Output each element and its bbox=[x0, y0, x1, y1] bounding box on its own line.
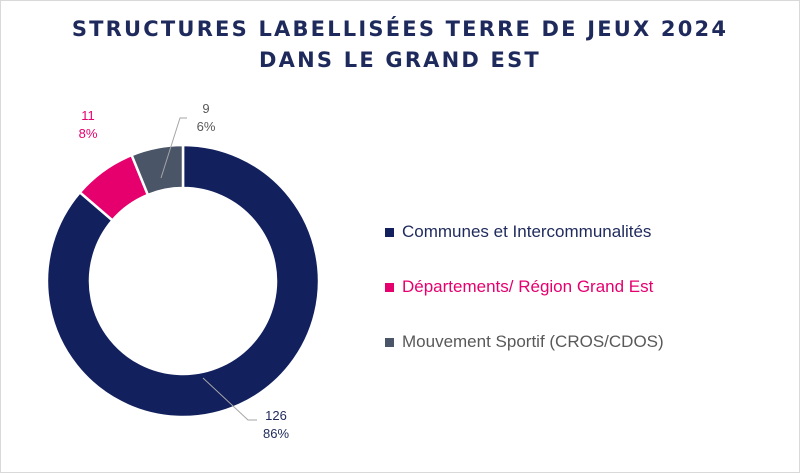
leader-line-mouvement-sportif-cros-cdos bbox=[160, 117, 187, 179]
data-label-percent-departements-region-grand-est: 8% bbox=[79, 126, 98, 141]
chart-subtitle: DANS LE GRAND EST bbox=[259, 48, 541, 72]
chart-title-block: STRUCTURES LABELLISÉES TERRE DE JEUX 202… bbox=[0, 14, 800, 76]
data-label-count-departements-region-grand-est: 11 bbox=[81, 108, 95, 123]
chart-legend: Communes et Intercommunalités Département… bbox=[385, 218, 664, 383]
donut-slice-mouvement-sportif-cros-cdos bbox=[130, 143, 185, 197]
data-label-percent-communes-et-intercommunalites: 86% bbox=[263, 426, 289, 441]
legend-label: Communes et Intercommunalités bbox=[402, 222, 652, 241]
data-label-percent-mouvement-sportif-cros-cdos: 6% bbox=[197, 119, 216, 134]
chart-title: STRUCTURES LABELLISÉES TERRE DE JEUX 202… bbox=[71, 17, 729, 41]
legend-swatch bbox=[385, 337, 394, 347]
data-label-count-communes-et-intercommunalites: 126 bbox=[265, 408, 287, 423]
legend-swatch bbox=[385, 227, 394, 237]
legend-item-communes-et-intercommunalites: Communes et Intercommunalités bbox=[385, 218, 664, 246]
data-label-count-mouvement-sportif-cros-cdos: 9 bbox=[202, 101, 209, 116]
legend-item-mouvement-sportif-cros-cdos: Mouvement Sportif (CROS/CDOS) bbox=[385, 328, 664, 356]
leader-line-communes-et-intercommunalites bbox=[202, 377, 257, 421]
legend-item-departements-region-grand-est: Départements/ Région Grand Est bbox=[385, 273, 664, 301]
donut-slice-communes-et-intercommunalites bbox=[45, 143, 321, 419]
legend-label: Mouvement Sportif (CROS/CDOS) bbox=[402, 332, 664, 351]
legend-label: Départements/ Région Grand Est bbox=[402, 277, 654, 296]
legend-swatch bbox=[385, 282, 394, 292]
